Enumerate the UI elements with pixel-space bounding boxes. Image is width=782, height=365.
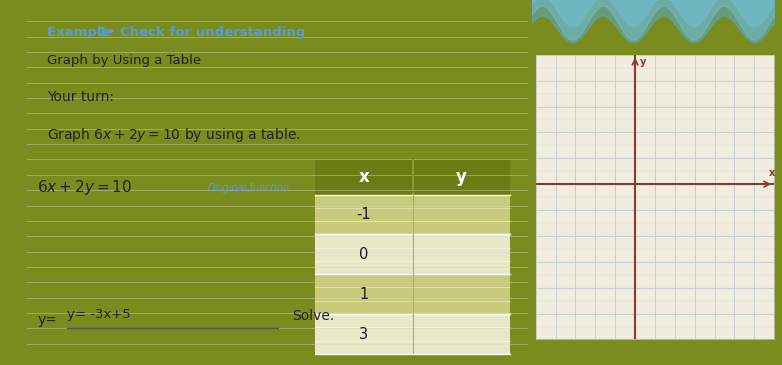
Bar: [315, 314, 511, 354]
Text: Your turn:: Your turn:: [48, 90, 114, 104]
Text: Solve.: Solve.: [292, 309, 335, 323]
Text: • Check for understanding: • Check for understanding: [107, 26, 306, 39]
Bar: [315, 195, 511, 234]
Bar: [315, 160, 511, 195]
Text: 1: 1: [359, 287, 368, 302]
Text: 3: 3: [360, 327, 368, 342]
Text: x: x: [769, 168, 775, 178]
Text: Graph by Using a Table: Graph by Using a Table: [48, 54, 202, 67]
Bar: [315, 274, 511, 314]
Text: Graph $6x + 2y = 10$ by using a table.: Graph $6x + 2y = 10$ by using a table.: [48, 126, 301, 144]
Text: Example: Example: [48, 26, 116, 39]
Bar: [315, 234, 511, 274]
Text: y: y: [640, 57, 647, 67]
Text: Original function: Original function: [207, 182, 289, 193]
Text: x: x: [359, 168, 369, 187]
Text: 0: 0: [359, 247, 368, 262]
Text: $6x + 2y = 10$: $6x + 2y = 10$: [38, 178, 133, 197]
Text: y=: y=: [38, 313, 57, 327]
Text: 1: 1: [98, 26, 107, 39]
Text: -1: -1: [357, 207, 371, 222]
Text: y: y: [456, 168, 467, 187]
Text: y= -3x+5: y= -3x+5: [67, 308, 131, 321]
